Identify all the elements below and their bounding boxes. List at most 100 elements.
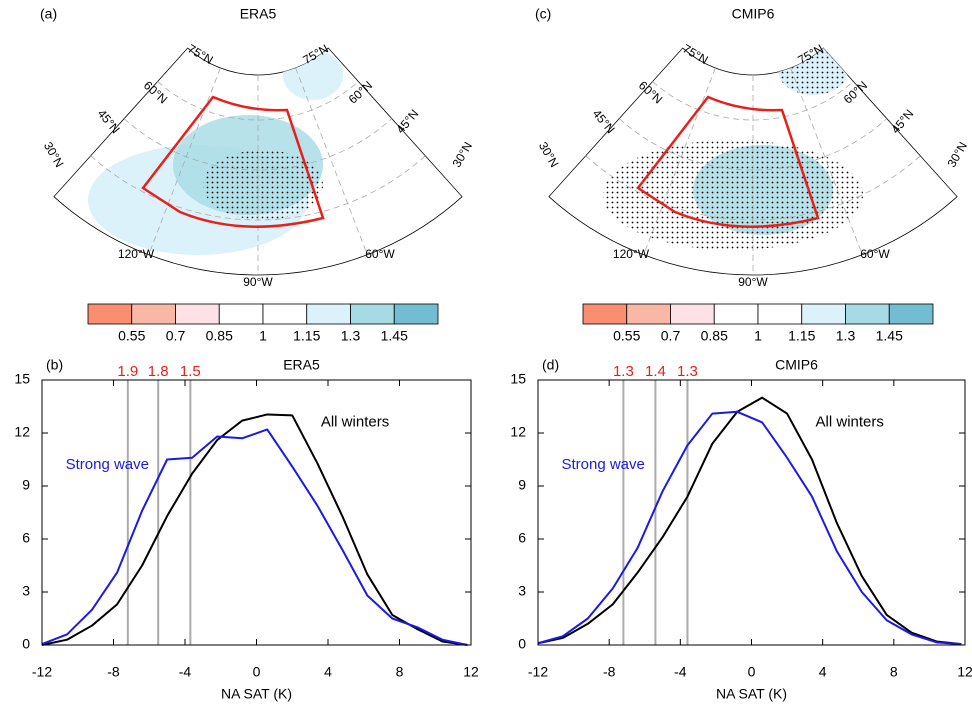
- colorbar-box: [393, 303, 439, 325]
- colorbar-box: [350, 303, 395, 325]
- y-tick-label: 12: [510, 424, 526, 440]
- x-tick-label: 0: [253, 664, 261, 680]
- dots: [203, 150, 323, 220]
- map-title: CMIP6: [732, 6, 775, 22]
- colorbar-label: 1.45: [381, 328, 408, 344]
- colorbar-box: [87, 303, 133, 325]
- series-line: [41, 428, 468, 646]
- map-title: ERA5: [240, 6, 277, 22]
- series-line: [537, 396, 962, 646]
- lon-label: 120°W: [613, 247, 650, 261]
- panel-label: (a): [40, 6, 57, 22]
- line-chart: (d) CMIP6 1.3 1.4 1.3 All winters Strong wave 0…: [510, 357, 972, 702]
- colorbar-box: [845, 303, 890, 325]
- x-tick-label: -12: [528, 664, 548, 680]
- graticule: [643, 67, 716, 255]
- panel-label: (d): [542, 357, 559, 373]
- colorbar-box: [757, 303, 803, 325]
- threshold-label: 1.3: [613, 363, 634, 380]
- series-label: Strong wave: [561, 456, 644, 473]
- lat-label: 30°N: [450, 139, 476, 169]
- colorbar-label: 1: [259, 328, 267, 344]
- x-tick-label: -12: [32, 664, 52, 680]
- threshold-label: 1.8: [148, 363, 169, 380]
- colorbar-label: 0.85: [206, 328, 233, 344]
- colorbar-box: [713, 303, 759, 325]
- y-tick-label: 6: [518, 530, 526, 546]
- y-tick-label: 3: [22, 583, 30, 599]
- lon-label: 90°W: [243, 275, 273, 289]
- y-tick-label: 9: [518, 477, 526, 493]
- x-tick-label: 8: [890, 664, 898, 680]
- colorbar-box: [131, 303, 176, 325]
- y-tick-label: 15: [14, 371, 30, 387]
- line-chart: (b) ERA5 1.9 1.8 1.5 All winters Strong wave 0 3…: [14, 357, 479, 702]
- x-tick-label: 8: [396, 664, 404, 680]
- graticule: [790, 67, 863, 255]
- lat-label: 30°N: [536, 139, 562, 169]
- colorbar-label: 0.7: [166, 328, 186, 344]
- graticule: [123, 118, 393, 171]
- x-axis-label: NA SAT (K): [221, 686, 292, 702]
- y-tick-label: 9: [22, 477, 30, 493]
- colorbar-label: 1: [754, 328, 762, 344]
- graticule: [148, 67, 221, 255]
- lat-label: 30°N: [41, 139, 67, 169]
- x-tick-label: -4: [674, 664, 687, 680]
- colorbar-label: 1.45: [876, 328, 903, 344]
- colorbar-label: 0.55: [613, 328, 640, 344]
- series-label: All winters: [816, 413, 884, 430]
- dots: [603, 140, 863, 250]
- y-tick-label: 0: [518, 636, 526, 652]
- x-tick-label: 4: [819, 664, 827, 680]
- plot-frame: [41, 379, 472, 646]
- x-tick-label: 4: [324, 664, 332, 680]
- lon-label: 60°W: [860, 247, 890, 261]
- x-tick-label: 12: [957, 664, 972, 680]
- x-tick-label: 0: [748, 664, 756, 680]
- y-tick-label: 3: [518, 583, 526, 599]
- threshold-label: 1.4: [645, 363, 666, 380]
- x-axis-label: NA SAT (K): [716, 686, 787, 702]
- colorbar-label: 0.85: [701, 328, 728, 344]
- colorbar-box: [888, 303, 934, 325]
- series-label: All winters: [321, 413, 389, 430]
- y-tick-label: 15: [510, 371, 526, 387]
- series-line: [41, 413, 468, 646]
- plot-frame: [537, 379, 966, 646]
- panel-label: (b): [46, 357, 63, 373]
- threshold-label: 1.5: [180, 363, 201, 380]
- lon-label: 90°W: [738, 275, 768, 289]
- threshold-label: 1.9: [117, 363, 138, 380]
- y-tick-label: 12: [14, 424, 30, 440]
- graticule: [157, 81, 359, 121]
- colorbar-box: [262, 303, 308, 325]
- graticule: [618, 118, 888, 171]
- graticule: [652, 81, 854, 121]
- y-tick-label: 0: [22, 636, 30, 652]
- colorbar-box: [582, 303, 628, 325]
- colorbar-box: [175, 303, 220, 325]
- lat-label: 45°N: [393, 107, 421, 137]
- region-box: [141, 95, 325, 228]
- threshold-label: 1.3: [677, 363, 698, 380]
- colorbar-label: 1.3: [836, 328, 856, 344]
- x-tick-label: -8: [603, 664, 616, 680]
- series-label: Strong wave: [66, 456, 149, 473]
- colorbar-box: [218, 303, 264, 325]
- colorbar-box: [670, 303, 715, 325]
- colorbar-label: 1.3: [341, 328, 361, 344]
- region-box: [636, 95, 820, 228]
- lat-label: 30°N: [945, 139, 971, 169]
- lat-label: 45°N: [888, 107, 916, 137]
- graticule: [295, 67, 368, 255]
- x-tick-label: 12: [463, 664, 479, 680]
- colorbar-label: 0.7: [661, 328, 681, 344]
- colorbar-label: 0.55: [118, 328, 145, 344]
- colorbar-box: [306, 303, 351, 325]
- y-tick-label: 6: [22, 530, 30, 546]
- colorbar-box: [626, 303, 671, 325]
